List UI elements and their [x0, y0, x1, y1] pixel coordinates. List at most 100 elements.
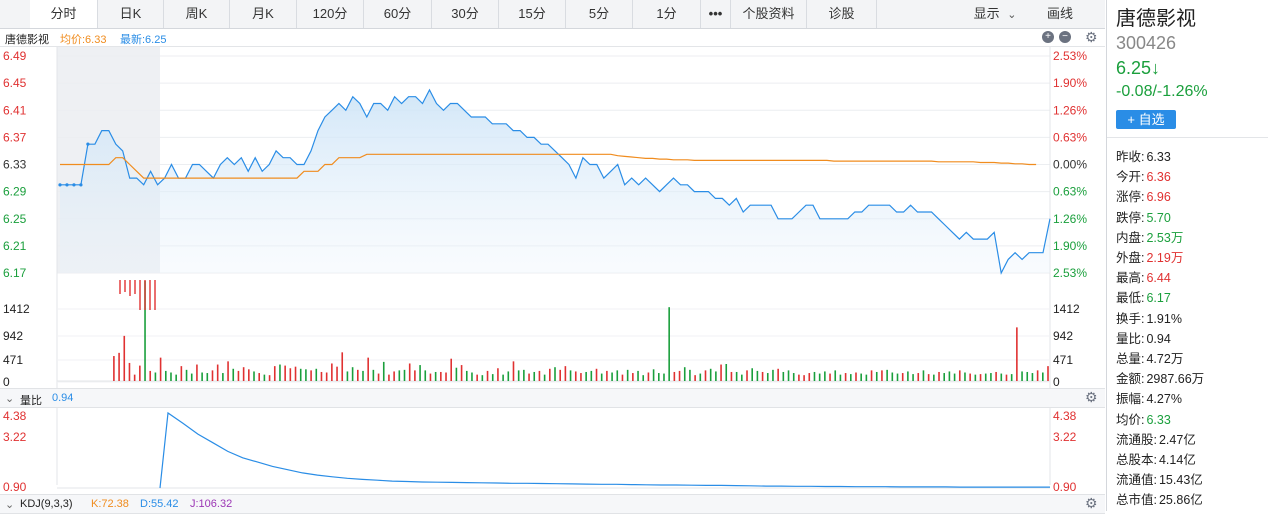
volume-bars: [57, 280, 1050, 383]
volume-tick-left: 471: [3, 353, 23, 367]
zoom-in-icon[interactable]: +: [1042, 31, 1054, 43]
axis-labels: 6.49 2.53% 6.45 1.90% 6.41 1.26% 6.37 0.63% 6.33…: [3, 49, 1087, 494]
y-tick-label-left: 6.33: [3, 158, 27, 172]
tab-diagnosis[interactable]: 诊股: [807, 0, 877, 28]
stat-row: 金额: 2987.66万: [1116, 368, 1204, 387]
y-tick-label-left: 6.49: [3, 49, 27, 63]
stat-label: 最低:: [1116, 291, 1145, 306]
volume-ratio-line: [57, 411, 1050, 489]
stat-label: 今开:: [1116, 170, 1145, 185]
y-tick-label-right: 0.00%: [1053, 158, 1087, 172]
y-tick-label-right: 0.63%: [1053, 185, 1087, 199]
stat-label: 涨停:: [1116, 190, 1145, 205]
y-tick-label-right: 2.53%: [1053, 49, 1087, 63]
stat-label: 外盘:: [1116, 251, 1145, 265]
stat-value: 6.17: [1146, 291, 1171, 306]
stat-label: 流通值:: [1116, 473, 1157, 488]
tab-5min[interactable]: 5分: [566, 0, 633, 28]
vr-tick-left: 3.22: [3, 430, 27, 444]
volume-tick-right: 1412: [1053, 302, 1080, 316]
tab-120min[interactable]: 120分: [297, 0, 364, 28]
tab-weekly-k[interactable]: 周K: [164, 0, 230, 28]
stock-name: 唐德影视: [1116, 8, 1196, 30]
stat-label: 流通股:: [1116, 432, 1157, 447]
tab-15min[interactable]: 15分: [499, 0, 566, 28]
vr-tick-left: 0.90: [3, 480, 27, 494]
stat-row: 今开: 6.36: [1116, 166, 1171, 185]
gear-icon[interactable]: ⚙: [1085, 495, 1098, 511]
stat-row: 均价: 6.33: [1116, 409, 1171, 428]
period-tab-bar: 分时 日K 周K 月K 120分 60分 30分 15分 5分 1分 ••• 个…: [0, 0, 1105, 29]
stat-row: 外盘: 2.19万: [1116, 247, 1183, 266]
stat-value: 1.91%: [1146, 311, 1182, 326]
kdj-j-value: J:106.32: [190, 498, 233, 510]
kdj-k-value: K:72.38: [91, 498, 129, 510]
volume-ratio-value: 0.94: [52, 392, 74, 404]
stat-value: 5.70: [1146, 210, 1171, 225]
zoom-out-icon[interactable]: −: [1059, 31, 1071, 43]
chart-stock-name: 唐德影视: [5, 34, 49, 46]
tab-daily-k[interactable]: 日K: [98, 0, 164, 28]
y-tick-label-left: 6.29: [3, 185, 27, 199]
premarket-dot: [65, 183, 69, 187]
y-tick-label-right: 0.63%: [1053, 130, 1087, 144]
stock-change: -0.08/-1.26%: [1116, 83, 1208, 100]
tab-monthly-k[interactable]: 月K: [230, 0, 297, 28]
draw-line-button[interactable]: 画线: [1046, 6, 1073, 21]
display-label: 显示: [973, 6, 1000, 21]
tab-1min[interactable]: 1分: [633, 0, 701, 28]
stat-row: 跌停: 5.70: [1116, 207, 1171, 226]
collapse-chevron-icon[interactable]: ⌄: [5, 393, 15, 405]
y-tick-label-left: 6.37: [3, 130, 27, 144]
add-watchlist-button[interactable]: + 自选: [1116, 110, 1176, 129]
gear-icon[interactable]: ⚙: [1085, 29, 1098, 45]
stock-price: 6.25↓: [1116, 58, 1161, 78]
volume-tick-right: 471: [1053, 353, 1073, 367]
y-tick-label-right: 1.90%: [1053, 76, 1087, 90]
latest-price-label: 最新:6.25: [120, 34, 167, 46]
price-line: [60, 88, 1051, 275]
y-tick-label-right: 1.90%: [1053, 239, 1087, 253]
stat-row: 总股本: 4.14亿: [1116, 449, 1196, 468]
premarket-dot: [86, 142, 90, 146]
stat-label: 昨收:: [1116, 150, 1145, 164]
tab-30min[interactable]: 30分: [432, 0, 499, 28]
stat-value: 25.86亿: [1158, 493, 1203, 508]
gear-icon[interactable]: ⚙: [1085, 389, 1098, 405]
stat-row: 总量: 4.72万: [1116, 348, 1183, 367]
y-tick-label-left: 6.25: [3, 212, 27, 226]
volume-ratio-label: 量比: [20, 395, 42, 407]
display-dropdown[interactable]: 显示 ⌄: [960, 0, 1030, 28]
vr-tick-right: 3.22: [1053, 430, 1077, 444]
tab-timeshare[interactable]: 分时: [30, 0, 98, 28]
stat-value: 4.14亿: [1158, 453, 1196, 467]
avg-price-line: [60, 153, 1037, 179]
tab-stock-profile[interactable]: 个股资料: [731, 0, 807, 28]
stat-row: 总市值: 25.86亿: [1116, 489, 1203, 508]
stat-label: 金额:: [1116, 372, 1145, 387]
volume-ratio-header: ⌄ 量比 0.94 ⚙: [0, 388, 1105, 408]
stat-row: 最低: 6.17: [1116, 287, 1171, 306]
stat-label: 振幅:: [1116, 392, 1145, 407]
stat-row: 振幅: 4.27%: [1116, 388, 1182, 407]
stat-value: 2987.66万: [1146, 372, 1205, 387]
stock-code: 300426: [1116, 33, 1177, 53]
kdj-header: ⌄ KDJ(9,3,3) K:72.38 D:55.42 J:106.32 ⚙: [0, 494, 1105, 514]
stat-row: 流通值: 15.43亿: [1116, 469, 1203, 488]
premarket-dot: [72, 183, 76, 187]
volume-ratio-line-path: [159, 411, 1050, 489]
stat-label: 量比:: [1116, 331, 1145, 346]
stat-label: 跌停:: [1116, 210, 1145, 225]
stat-value: 6.33: [1146, 412, 1171, 427]
stat-row: 换手: 1.91%: [1116, 308, 1182, 327]
more-tabs-button[interactable]: •••: [701, 0, 731, 28]
collapse-chevron-icon[interactable]: ⌄: [5, 499, 15, 511]
volume-tick-right: 0: [1053, 375, 1060, 389]
y-tick-label-left: 6.41: [3, 103, 27, 117]
avg-price-label: 均价:6.33: [60, 34, 107, 46]
stat-label: 换手:: [1116, 311, 1145, 326]
stat-label: 最高:: [1116, 271, 1145, 286]
tab-60min[interactable]: 60分: [364, 0, 432, 28]
stat-label: 均价:: [1116, 412, 1145, 427]
vr-tick-left: 4.38: [3, 409, 27, 423]
